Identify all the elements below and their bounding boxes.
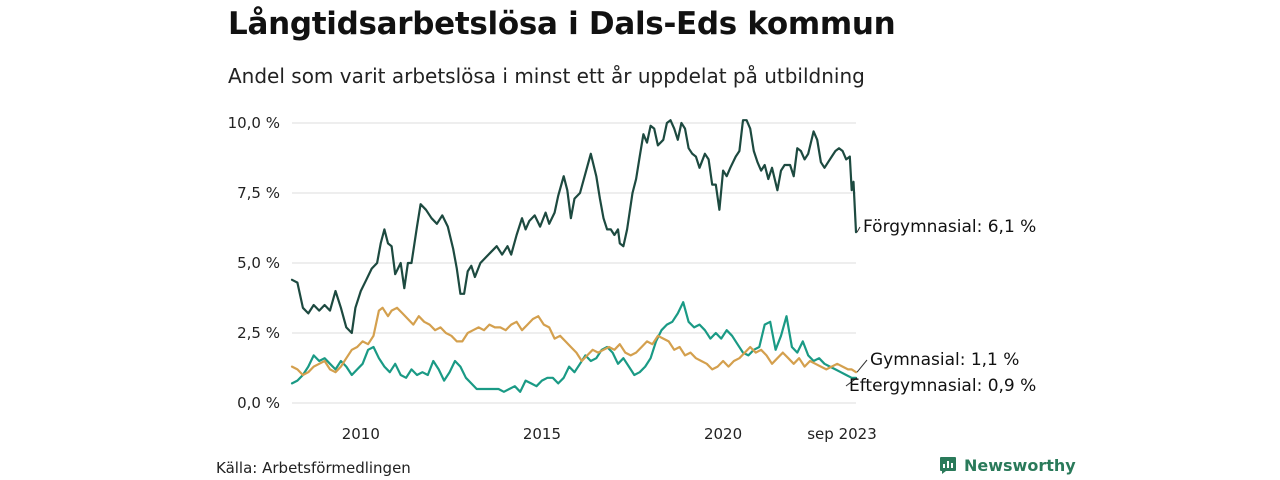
leader-line-gymnasial	[856, 359, 868, 373]
y-tick-label: 7,5 %	[237, 184, 280, 202]
chart-title: Långtidsarbetslösa i Dals-Eds kommun	[228, 6, 896, 42]
y-tick-label: 5,0 %	[237, 254, 280, 272]
brand-logo: Newsworthy	[938, 455, 1076, 475]
y-tick-label: 10,0 %	[228, 114, 280, 132]
chart-subtitle: Andel som varit arbetslösa i minst ett å…	[228, 64, 865, 88]
y-tick-label: 0,0 %	[237, 394, 280, 412]
series-line-gymnasial	[290, 306, 858, 377]
end-label-eftergymnasial: Eftergymnasial: 0,9 %	[849, 376, 1036, 396]
x-tick-label: sep 2023	[807, 425, 877, 443]
leader-line-eftergymnasial	[845, 377, 858, 387]
y-tick-label: 2,5 %	[237, 324, 280, 342]
x-tick-label: 2010	[342, 425, 380, 443]
series-line-förgymnasial	[290, 119, 858, 335]
series-line-eftergymnasial	[290, 301, 858, 393]
source-note: Källa: Arbetsförmedlingen	[216, 459, 411, 477]
brand-name: Newsworthy	[964, 455, 1076, 475]
newsworthy-icon	[940, 457, 956, 474]
x-tick-label: 2020	[704, 425, 742, 443]
end-label-gymnasial: Gymnasial: 1,1 %	[870, 350, 1019, 370]
x-tick-label: 2015	[523, 425, 561, 443]
end-label-förgymnasial: Förgymnasial: 6,1 %	[863, 217, 1036, 237]
leader-line-förgymnasial	[856, 226, 861, 233]
